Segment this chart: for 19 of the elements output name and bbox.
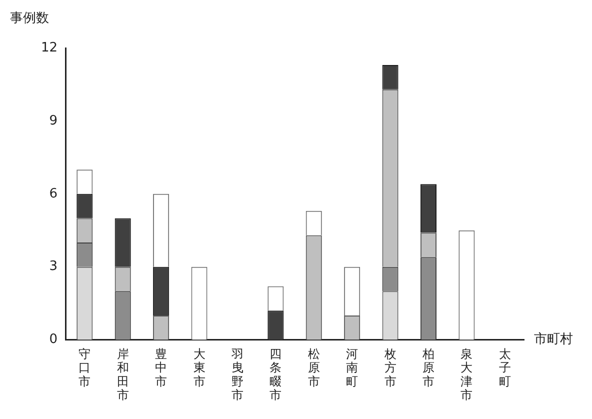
x-tick-label: 岸和田市 xyxy=(116,346,129,402)
x-tick-label: 松原市 xyxy=(308,346,320,388)
x-tick-label: 羽曳野市 xyxy=(230,346,244,402)
x-tick-label: 柏原市 xyxy=(421,346,434,388)
y-tick-label: 12 xyxy=(40,40,58,56)
x-axis-title: 市町村 xyxy=(534,332,573,348)
x-tick-label: 河南町 xyxy=(346,346,358,388)
y-axis-title: 事例数 xyxy=(10,10,49,26)
x-tick-label: 太子町 xyxy=(498,346,511,388)
x-tick-label: 枚方市 xyxy=(383,346,396,388)
x-tick-label: 守口市 xyxy=(78,346,91,388)
x-tick-label: 泉大津市 xyxy=(460,346,473,402)
y-tick-label: 9 xyxy=(49,113,58,128)
x-tick-label: 四条畷市 xyxy=(270,346,282,402)
x-tick-label: 大東市 xyxy=(193,346,206,388)
x-tick-label: 豊中市 xyxy=(155,346,168,388)
y-tick-label: 0 xyxy=(49,332,58,348)
y-tick-label: 6 xyxy=(49,186,58,202)
y-tick-label: 3 xyxy=(49,259,58,274)
